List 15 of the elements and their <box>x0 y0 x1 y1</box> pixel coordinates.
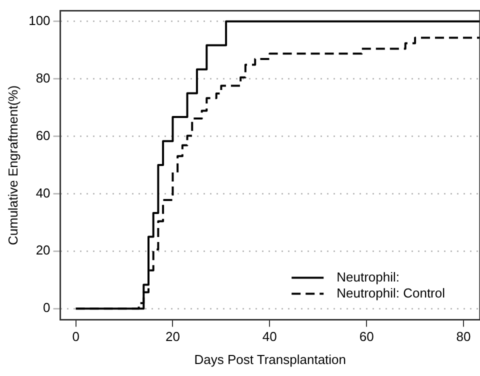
y-axis-title: Cumulative Engraftment(%) <box>5 85 20 246</box>
y-tick-label: 100 <box>28 13 50 28</box>
x-tick-label: 40 <box>262 329 277 344</box>
x-tick-label: 60 <box>359 329 374 344</box>
x-tick-label: 80 <box>456 329 471 344</box>
x-tick-label: 20 <box>165 329 180 344</box>
y-tick-label: 20 <box>36 242 50 258</box>
legend-label: Neutrophil: <box>336 269 400 284</box>
y-tick-label: 80 <box>36 70 50 86</box>
x-tick-label: 0 <box>72 329 80 344</box>
legend-label: Neutrophil: Control <box>336 285 446 300</box>
y-tick-label: 40 <box>36 185 50 200</box>
y-tick-label: 0 <box>43 300 50 316</box>
x-axis-title: Days Post Transplantation <box>194 352 346 367</box>
y-tick-label: 60 <box>36 128 50 143</box>
